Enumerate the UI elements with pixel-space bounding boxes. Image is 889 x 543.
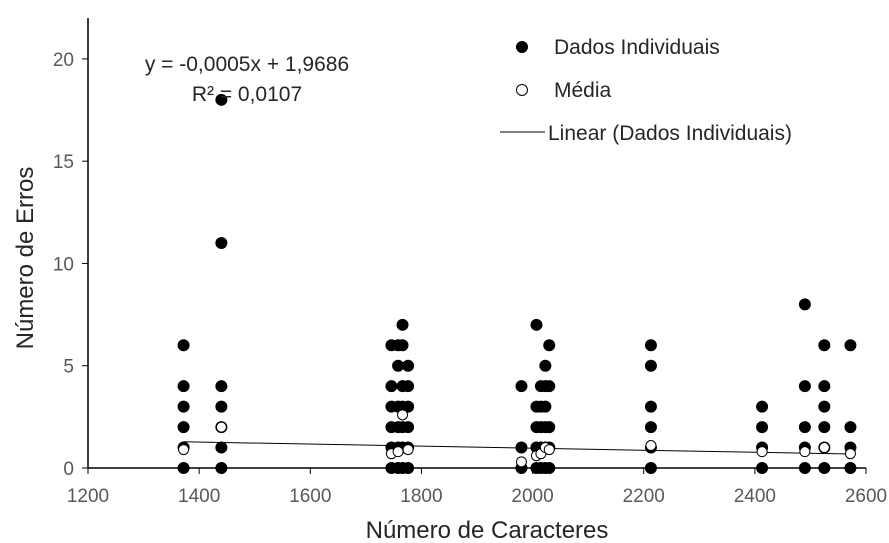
data-point-individual <box>543 339 556 352</box>
data-point-individual <box>798 462 811 474</box>
data-point-individual <box>798 380 811 393</box>
data-point-individual <box>402 359 415 372</box>
data-point-individual <box>539 359 552 372</box>
data-point-individual <box>215 462 228 474</box>
y-tick-label: 20 <box>53 50 74 71</box>
data-point-individual <box>177 462 190 474</box>
data-point-individual <box>644 339 657 352</box>
data-point-individual <box>215 237 228 249</box>
data-point-individual <box>515 380 528 393</box>
data-point-individual <box>644 359 657 372</box>
legend-label-individual: Dados Individuais <box>554 36 720 59</box>
data-point-individual <box>543 380 556 393</box>
data-point-mean <box>543 444 555 456</box>
x-axis-title: Número de Caracteres <box>366 517 609 543</box>
data-point-mean <box>844 448 856 460</box>
x-tick-label: 1800 <box>400 486 442 507</box>
data-point-mean <box>397 409 409 421</box>
legend-label-mean: Média <box>554 79 612 102</box>
data-point-individual <box>392 359 405 372</box>
y-tick-label: 15 <box>53 152 74 173</box>
data-point-individual <box>177 421 190 434</box>
data-point-individual <box>543 421 556 434</box>
x-tick-label: 1400 <box>178 486 220 507</box>
data-point-individual <box>402 400 415 413</box>
data-point-individual <box>818 339 831 352</box>
individual-points <box>177 93 857 474</box>
r-squared-label: R² = 0,0107 <box>192 83 302 106</box>
legend-label-linear: Linear (Dados Individuais) <box>548 122 792 145</box>
x-tick-label: 1600 <box>289 486 331 507</box>
y-axis-title: Número de Erros <box>12 167 39 350</box>
data-point-mean <box>515 456 527 468</box>
data-point-individual <box>177 380 190 393</box>
data-point-individual <box>844 421 857 434</box>
data-point-individual <box>396 318 409 331</box>
data-point-individual <box>818 400 831 413</box>
data-point-individual <box>818 380 831 393</box>
x-tick-label: 1200 <box>67 486 109 507</box>
data-point-individual <box>396 339 409 352</box>
data-point-individual <box>756 462 769 474</box>
regression-equation: y = -0,0005x + 1,9686 <box>145 53 349 76</box>
y-ticks: 0 5 10 15 20 <box>53 50 88 480</box>
x-tick-label: 2400 <box>734 486 776 507</box>
x-ticks: 1200 1400 1600 1800 2000 2200 2400 2600 <box>67 468 887 507</box>
data-point-individual <box>385 380 398 393</box>
data-point-mean <box>799 446 811 458</box>
data-point-individual <box>818 462 831 474</box>
data-point-mean <box>392 446 404 458</box>
x-tick-label: 2200 <box>623 486 665 507</box>
data-point-individual <box>798 298 811 311</box>
data-point-mean <box>756 446 768 458</box>
data-point-individual <box>756 421 769 434</box>
data-point-mean <box>215 421 227 433</box>
x-tick-label: 2000 <box>511 486 553 507</box>
data-point-individual <box>215 400 228 413</box>
x-tick-label: 2600 <box>845 486 887 507</box>
data-point-individual <box>530 318 543 331</box>
data-point-individual <box>844 339 857 352</box>
legend: Dados Individuais Média Linear (Dados In… <box>500 36 792 145</box>
y-tick-label: 0 <box>63 459 74 480</box>
data-point-individual <box>215 441 228 454</box>
data-point-individual <box>402 462 415 474</box>
data-point-individual <box>644 462 657 474</box>
y-tick-label: 10 <box>53 254 74 275</box>
data-point-individual <box>177 339 190 352</box>
data-point-individual <box>539 400 552 413</box>
data-point-mean <box>402 444 414 456</box>
data-point-individual <box>756 400 769 413</box>
data-point-individual <box>402 421 415 434</box>
data-point-individual <box>798 421 811 434</box>
legend-marker-open <box>516 84 528 96</box>
data-point-individual <box>543 462 556 474</box>
data-point-individual <box>844 462 857 474</box>
y-tick-label: 5 <box>63 357 74 378</box>
data-point-mean <box>645 440 657 451</box>
legend-marker-filled <box>516 41 528 53</box>
data-point-individual <box>644 421 657 434</box>
data-point-individual <box>177 400 190 413</box>
data-point-individual <box>215 380 228 393</box>
data-point-individual <box>215 93 228 106</box>
data-point-individual <box>644 400 657 413</box>
data-point-individual <box>818 421 831 434</box>
data-point-individual <box>402 380 415 393</box>
data-point-individual <box>515 441 528 454</box>
data-point-mean <box>178 444 190 456</box>
data-point-mean <box>818 442 830 454</box>
mean-points <box>178 409 856 468</box>
